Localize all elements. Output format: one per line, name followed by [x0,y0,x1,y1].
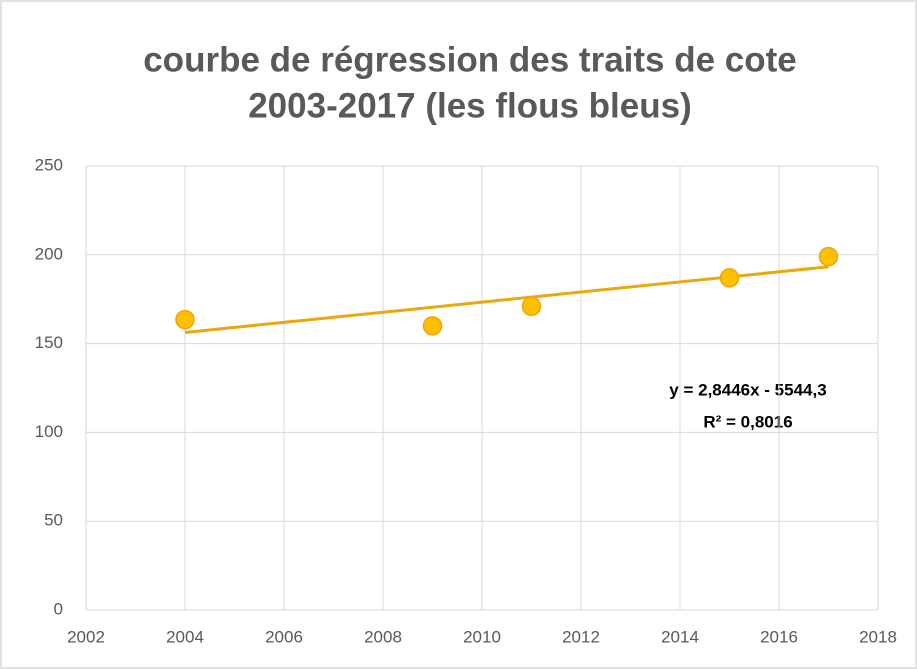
trendline-equation: y = 2,8446x - 5544,3 [669,380,826,399]
y-tick-label: 200 [35,244,63,263]
x-tick-label: 2018 [859,627,897,646]
x-tick-label: 2008 [364,627,402,646]
point [818,246,839,267]
y-tick-label: 100 [35,422,63,441]
x-tick-label: 2014 [661,627,699,646]
y-tick-label: 0 [54,599,63,618]
x-tick-label: 2012 [562,627,600,646]
r-squared: R² = 0,8016 [703,412,792,431]
point [521,296,542,317]
x-tick-label: 2016 [760,627,798,646]
x-tick-label: 2004 [166,627,204,646]
y-tick-label: 50 [44,511,63,530]
x-tick-label: 2006 [265,627,303,646]
chart-title: courbe de régression des traits de cote [143,40,797,79]
y-tick-label: 250 [35,155,63,174]
x-tick-label: 2002 [67,627,105,646]
x-tick-label: 2010 [463,627,501,646]
point [175,309,195,330]
point [422,316,443,336]
y-tick-label: 150 [35,333,63,352]
chart-title: 2003-2017 (les flous bleus) [248,86,692,125]
point [719,268,740,288]
